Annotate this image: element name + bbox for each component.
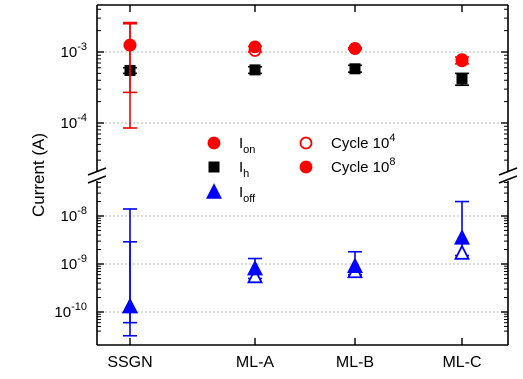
legend-label: Ih [239,159,249,180]
ion-cycle8-point [455,53,469,67]
ih-point [456,73,468,85]
ioff-cycle4-point [247,267,263,284]
x-tick-label: SSGN [107,354,152,371]
y-tick-label: 10-8 [61,205,87,225]
x-tick-label: ML-B [336,354,374,371]
ion-cycle8-point [248,40,262,54]
y-tick-label: 10-10 [54,301,87,321]
legend-marker [299,136,313,150]
ih-point [249,64,261,76]
legend-label: Cycle 104 [331,132,395,152]
legend-label: Cycle 108 [331,156,395,176]
ih-point [349,63,361,75]
ion-cycle8-point [348,42,362,55]
y-tick-label: 10-4 [61,112,87,132]
y-axis-label: Current (A) [29,133,48,217]
axis-break-mark [87,175,107,184]
legend-label: Ioff [239,184,256,205]
ioff-cycle8-point [347,257,363,273]
legend-marker [299,160,313,174]
ioff-cycle8-point [247,259,263,276]
x-tick-label: ML-A [236,354,275,371]
axis-break-mark [498,175,518,184]
axis-break-gap [87,171,107,181]
y-tick-label: 10-9 [61,253,87,273]
legend-label: Ion [239,135,255,156]
axis-break-mark [498,167,518,176]
axis-break-gap [498,171,518,181]
legend-marker [206,183,222,199]
legend-marker [208,161,220,173]
legend-marker [207,136,221,150]
ioff-cycle8-point [454,229,470,245]
y-tick-label: 10-3 [61,41,87,61]
x-tick-label: ML-C [442,354,481,371]
axis-break-mark [87,167,107,176]
ioff-cycle4-point [454,244,470,260]
